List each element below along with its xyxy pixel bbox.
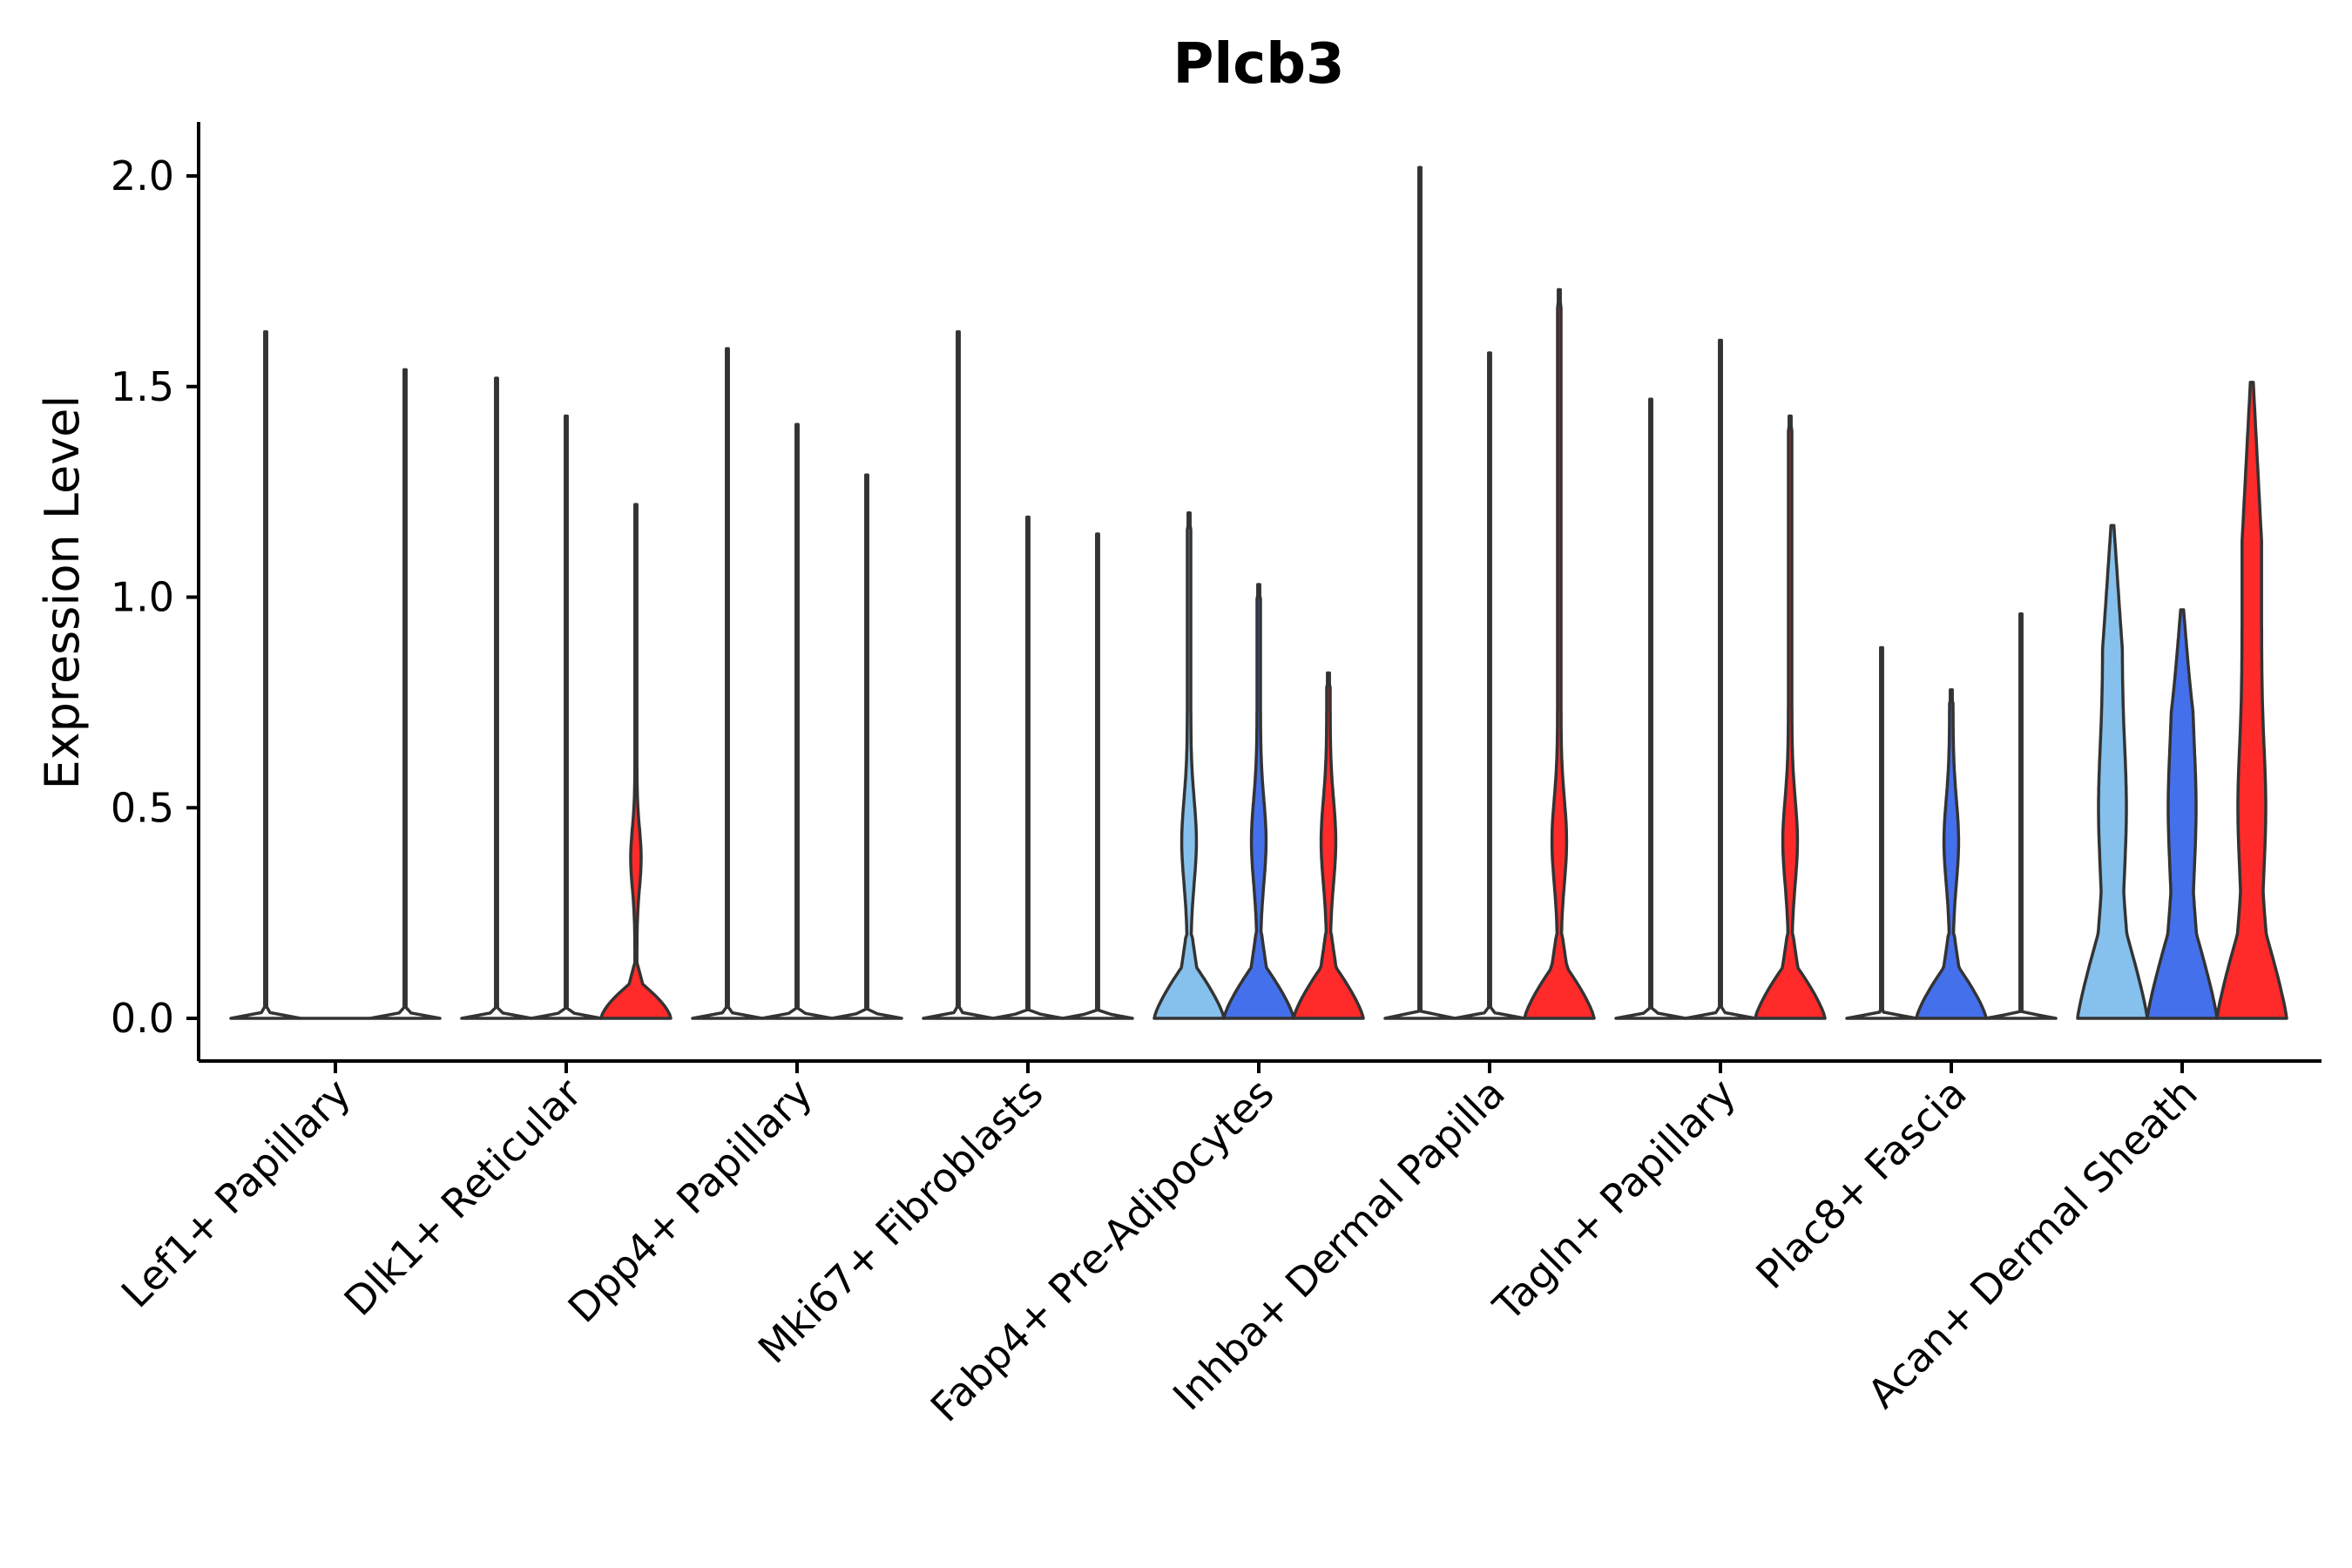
violin-1-1 — [530, 414, 603, 1020]
violin-6-0 — [1614, 397, 1687, 1020]
y-tick-label: 0.0 — [111, 995, 174, 1042]
violin-2-1 — [760, 422, 834, 1020]
violin-7-1 — [1915, 688, 1988, 1020]
violin-7-0 — [1845, 645, 1918, 1020]
violin-0-0 — [229, 330, 302, 1020]
violin-4-0 — [1152, 511, 1226, 1020]
violin-0-2 — [368, 368, 442, 1020]
violin-5-0 — [1383, 166, 1456, 1020]
violin-1-0 — [460, 376, 533, 1020]
y-tick-label: 1.0 — [111, 574, 174, 621]
violin-3-2 — [1061, 532, 1134, 1020]
violin-3-0 — [922, 330, 995, 1020]
x-tick-label: Plac8+ Fascia — [1747, 1070, 1975, 1298]
violin-8-1 — [2146, 608, 2219, 1020]
y-tick-label: 2.0 — [111, 152, 174, 199]
chart-title: Plcb3 — [1173, 32, 1344, 97]
x-tick-label: Dlk1+ Reticular — [335, 1070, 591, 1325]
violin-4-1 — [1222, 583, 1295, 1020]
violin-5-2 — [1523, 287, 1596, 1020]
x-tick-label: Lef1+ Papillary — [112, 1070, 360, 1317]
violin-6-1 — [1684, 338, 1757, 1020]
violin-2-2 — [830, 473, 903, 1020]
violin-4-2 — [1292, 671, 1365, 1020]
x-tick-label: Tagln+ Papillary — [1484, 1070, 1745, 1331]
y-tick-label: 1.5 — [111, 363, 174, 410]
violin-8-2 — [2215, 381, 2288, 1020]
y-axis-label: Expression Level — [35, 395, 90, 790]
violin-3-1 — [991, 515, 1064, 1020]
x-tick-label: Dpp4+ Papillary — [559, 1070, 821, 1332]
violins-layer — [229, 166, 2288, 1020]
violin-5-1 — [1453, 351, 1526, 1020]
violin-6-2 — [1754, 414, 1827, 1020]
violin-1-2 — [599, 503, 672, 1020]
violin-2-0 — [691, 347, 764, 1020]
y-tick-label: 0.5 — [111, 784, 174, 831]
violin-7-2 — [1984, 612, 2058, 1020]
violin-8-0 — [2076, 524, 2149, 1020]
